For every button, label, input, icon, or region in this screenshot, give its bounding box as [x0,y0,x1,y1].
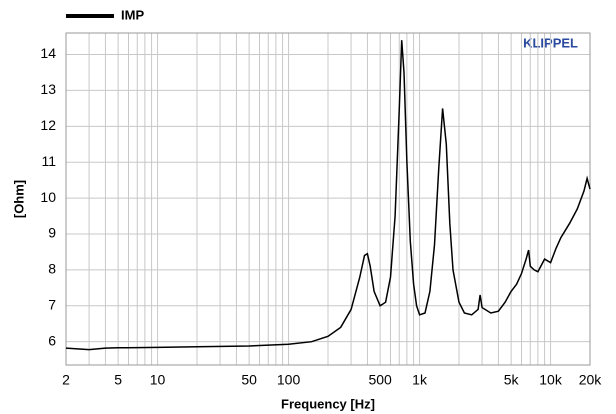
x-tick-label: 100 [277,372,301,388]
x-tick-label: 500 [368,372,392,388]
y-axis-label: [Ohm] [11,180,26,218]
x-tick-label: 5 [114,372,122,388]
y-tick-label: 6 [48,332,56,348]
x-tick-label: 2 [62,372,70,388]
y-tick-label: 10 [40,189,56,205]
plot-frame [65,32,591,366]
y-tick-label: 11 [41,153,56,169]
y-tick-label: 12 [40,117,56,133]
y-tick-label: 8 [48,261,56,277]
x-tick-label: 50 [241,372,257,388]
y-tick-label: 14 [40,45,56,61]
x-axis-label: Frequency [Hz] [281,396,375,411]
y-tick-label: 9 [48,225,56,241]
x-tick-label: 10k [539,372,563,388]
x-tick-label: 20k [579,372,603,388]
y-tick-label: 13 [40,81,56,97]
legend-label: IMP [121,7,144,22]
x-tick-label: 1k [412,372,428,388]
impedance-line [65,40,591,351]
y-tick-label: 7 [48,296,56,312]
x-tick-label: 10 [150,372,166,388]
x-tick-label: 5k [504,372,520,388]
